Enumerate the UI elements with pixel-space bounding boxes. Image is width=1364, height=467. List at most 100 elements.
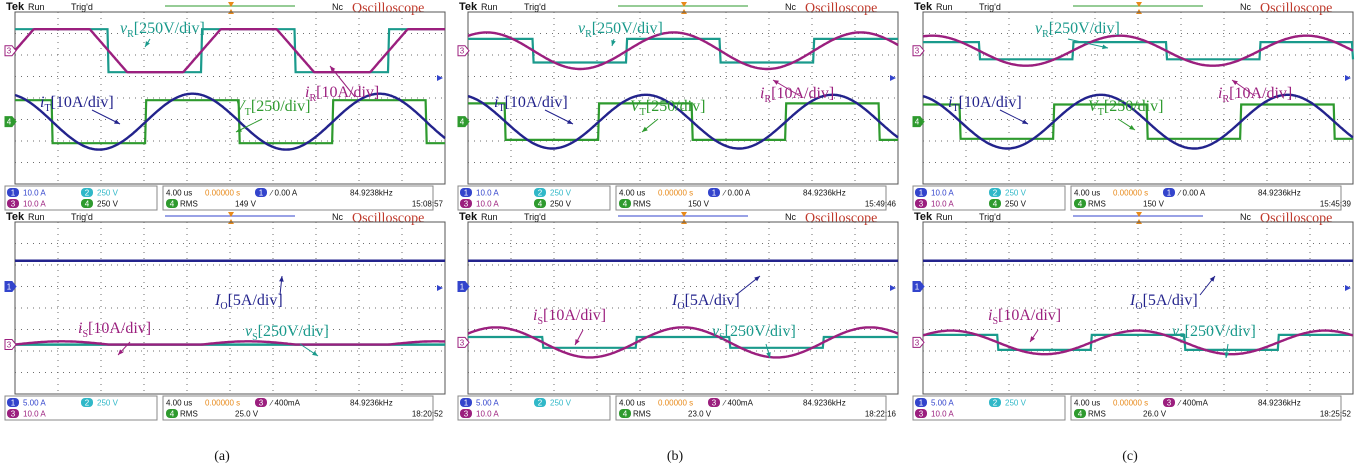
trigger-source-badge — [708, 398, 720, 407]
measure-value: 23.0 V — [688, 410, 712, 419]
trace-iT — [14, 92, 446, 151]
brand-label: Tek — [459, 211, 478, 223]
annotation-subscript: R — [309, 93, 316, 104]
measure-value: 150 V — [688, 200, 710, 209]
measure-value: 26.0 V — [1143, 410, 1167, 419]
channel-marker-4 — [4, 116, 17, 128]
oscilloscope-label: Oscilloscope — [805, 1, 877, 16]
channel-marker-3 — [4, 339, 17, 351]
ch2-badge — [534, 188, 546, 197]
nc-label: Nc — [332, 2, 343, 12]
annotation-subscript: R — [585, 29, 592, 40]
status-time-box — [615, 395, 887, 421]
annotation-subscript: O — [1135, 301, 1142, 312]
measure-value: 149 V — [235, 200, 257, 209]
frequency-readout: 84.9236kHz — [803, 399, 846, 408]
brand-label: Tek — [6, 1, 25, 13]
annotation-subscript: S — [719, 332, 725, 343]
arrow-head-icon — [773, 80, 779, 85]
trigger-level: ∕ 400mA — [269, 399, 301, 408]
brand-label: Tek — [914, 1, 933, 13]
annotation-VT: VT[250/div] — [235, 98, 310, 118]
ch4-badge — [534, 199, 546, 208]
run-status: Run — [936, 212, 953, 222]
ch3-badge — [460, 199, 472, 208]
timebase: 4.00 us — [619, 189, 645, 198]
clock-readout: 18:20:52 — [412, 410, 444, 419]
trace-vS — [923, 333, 1353, 351]
annotation-iT: iT[10A/div] — [494, 94, 568, 114]
arrow-head-icon — [766, 352, 771, 358]
brand-label: Tek — [6, 211, 25, 223]
measure-channel-badge — [619, 199, 631, 208]
ch1-scale: 10.0 A — [931, 189, 954, 198]
trigger-status: Trig'd — [979, 212, 1001, 222]
ch1-scale: 5.00 A — [23, 399, 46, 408]
annotation-scale: [250V/div] — [134, 20, 205, 37]
status-channel-box — [457, 185, 611, 211]
annotation-IO: IO[5A/div] — [214, 292, 283, 312]
annotation-symbol: i — [948, 94, 952, 111]
trace-iR — [467, 31, 899, 71]
arrow-head-icon — [567, 119, 573, 124]
trace-vT — [923, 103, 1353, 140]
annotation-subscript: S — [992, 316, 998, 327]
arrow-head-icon — [118, 349, 124, 355]
ch1-badge-label: 1 — [11, 189, 16, 198]
annotation-symbol: i — [40, 94, 44, 111]
ch3-badge — [915, 199, 927, 208]
annotation-scale: [10A/div] — [1229, 85, 1292, 102]
annotation-scale: [250/div] — [1104, 98, 1164, 115]
measure-type: RMS — [180, 200, 198, 209]
annotation-subscript: T — [44, 103, 50, 114]
ch3-badge — [460, 409, 472, 418]
frequency-readout: 84.9236kHz — [803, 189, 846, 198]
timebase: 4.00 us — [166, 399, 192, 408]
ch2-scale: 250 V — [97, 399, 119, 408]
annotation-symbol: i — [760, 85, 764, 102]
annotation-symbol: v — [1035, 20, 1043, 37]
channel-marker-label: 1 — [7, 283, 12, 292]
status-channel-box — [4, 185, 158, 211]
ch3-badge-label: 3 — [919, 410, 924, 419]
ch3-scale: 10.0 A — [476, 410, 499, 419]
ch2-badge-label: 2 — [85, 399, 90, 408]
annotation-iT: iT[10A/div] — [40, 94, 114, 114]
trace-iR — [14, 28, 445, 74]
clock-readout: 15:45:39 — [1320, 200, 1352, 209]
measure-type: RMS — [633, 410, 651, 419]
scope-panel-b-bottom: Tek Run Trig'd Nc Oscilloscope13IO[5A/div]iS… — [457, 211, 899, 421]
ch2-badge — [989, 188, 1001, 197]
trigger-level-icon — [437, 285, 443, 291]
annotation-IO: IO[5A/div] — [1129, 292, 1198, 312]
scope-panel-a-bottom: Tek Run Trig'd Nc Oscilloscope13IO[5A/div]iS… — [4, 211, 446, 421]
trigger-level: ∕ 0.00 A — [722, 189, 751, 198]
ch4-badge — [989, 199, 1001, 208]
arrow-head-icon — [279, 276, 284, 282]
ch2-badge-label: 2 — [538, 189, 543, 198]
run-status: Run — [28, 2, 45, 12]
measure-type: RMS — [1088, 410, 1106, 419]
trigger-position: 0.00000 s — [658, 189, 693, 198]
nc-label: Nc — [1240, 212, 1251, 222]
measure-channel-badge-label: 4 — [623, 200, 628, 209]
ch3-badge-label: 3 — [464, 200, 469, 209]
trigger-level: ∕ 400mA — [1177, 399, 1209, 408]
ch3-badge-label: 3 — [11, 410, 16, 419]
annotation-vR: vR[250V/div] — [1035, 20, 1120, 40]
channel-marker-4 — [912, 116, 925, 128]
ch4-badge — [81, 199, 93, 208]
arrow-head-icon — [1022, 119, 1028, 124]
ch2-badge — [989, 398, 1001, 407]
trigger-level: ∕ 400mA — [722, 399, 754, 408]
oscilloscope-label: Oscilloscope — [1260, 211, 1332, 226]
caption-0: (a) — [214, 449, 230, 464]
measure-channel-badge — [619, 409, 631, 418]
ch3-scale: 10.0 A — [931, 410, 954, 419]
annotation-symbol: I — [214, 292, 221, 309]
ch2-badge — [81, 188, 93, 197]
annotation-scale: [250V/div] — [1185, 323, 1256, 340]
ch2-scale: 250 V — [1005, 399, 1027, 408]
annotation-scale: [5A/div] — [228, 292, 283, 309]
annotation-IO: IO[5A/div] — [671, 292, 740, 312]
